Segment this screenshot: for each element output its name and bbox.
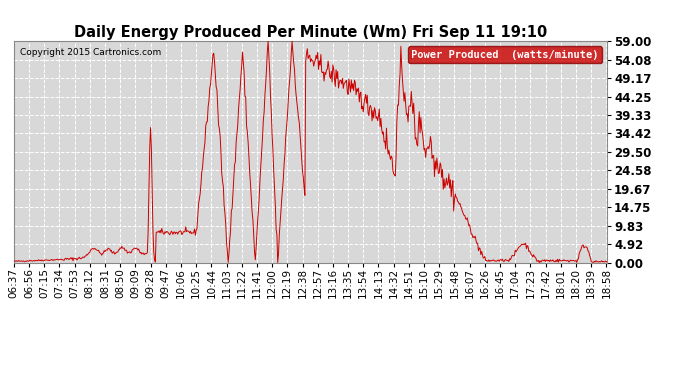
Legend: Power Produced  (watts/minute): Power Produced (watts/minute) bbox=[408, 46, 602, 63]
Text: Copyright 2015 Cartronics.com: Copyright 2015 Cartronics.com bbox=[20, 48, 161, 57]
Title: Daily Energy Produced Per Minute (Wm) Fri Sep 11 19:10: Daily Energy Produced Per Minute (Wm) Fr… bbox=[74, 25, 547, 40]
